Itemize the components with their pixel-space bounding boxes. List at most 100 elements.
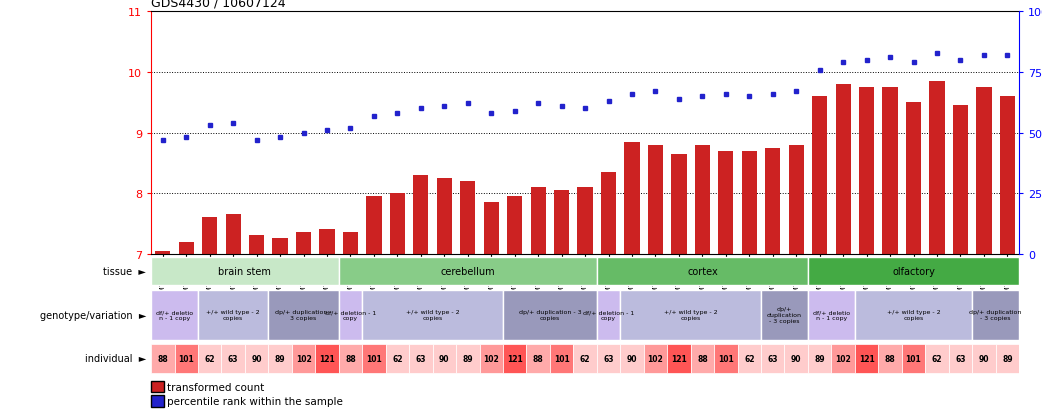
Text: tissue  ►: tissue ►: [103, 266, 146, 277]
Text: df/+ deletio
n - 1 copy: df/+ deletio n - 1 copy: [813, 309, 850, 320]
Bar: [292, 344, 316, 373]
Text: 88: 88: [697, 354, 708, 363]
Bar: [648, 145, 663, 254]
Bar: [503, 344, 526, 373]
Text: 102: 102: [296, 354, 312, 363]
Bar: [785, 344, 808, 373]
Bar: [808, 257, 1019, 286]
Bar: [878, 344, 901, 373]
Text: 121: 121: [859, 354, 874, 363]
Text: 63: 63: [228, 354, 239, 363]
Bar: [854, 290, 972, 339]
Text: 101: 101: [553, 354, 570, 363]
Bar: [479, 344, 503, 373]
Bar: [691, 344, 714, 373]
Bar: [507, 197, 522, 254]
Text: 62: 62: [744, 354, 754, 363]
Bar: [671, 154, 687, 254]
Text: brain stem: brain stem: [219, 266, 271, 277]
Text: cerebellum: cerebellum: [441, 266, 495, 277]
Bar: [245, 344, 269, 373]
Text: df/+ deletion - 1
copy: df/+ deletion - 1 copy: [582, 309, 635, 320]
Bar: [999, 97, 1015, 254]
Text: 90: 90: [251, 354, 262, 363]
Bar: [339, 344, 363, 373]
Bar: [808, 344, 832, 373]
Text: +/+ wild type - 2
copies: +/+ wild type - 2 copies: [887, 309, 940, 320]
Bar: [386, 344, 410, 373]
Text: 62: 62: [932, 354, 942, 363]
Bar: [151, 290, 198, 339]
Text: transformed count: transformed count: [167, 382, 264, 392]
Bar: [320, 230, 334, 254]
Text: 102: 102: [836, 354, 851, 363]
Text: olfactory: olfactory: [892, 266, 935, 277]
Text: 63: 63: [768, 354, 778, 363]
Text: genotype/variation  ►: genotype/variation ►: [40, 310, 146, 320]
Bar: [789, 145, 803, 254]
Text: df/+ deletion - 1
copy: df/+ deletion - 1 copy: [325, 309, 376, 320]
Text: cortex: cortex: [687, 266, 718, 277]
Bar: [155, 251, 171, 254]
Bar: [526, 344, 550, 373]
Text: 101: 101: [178, 354, 194, 363]
Bar: [952, 106, 968, 254]
Bar: [530, 188, 546, 254]
Bar: [972, 344, 995, 373]
Bar: [808, 290, 854, 339]
Text: +/+ wild type - 2
copies: +/+ wild type - 2 copies: [206, 309, 260, 320]
Bar: [296, 233, 312, 254]
Bar: [761, 344, 785, 373]
Text: 62: 62: [204, 354, 215, 363]
Text: 88: 88: [532, 354, 544, 363]
Bar: [620, 290, 761, 339]
Bar: [995, 344, 1019, 373]
Bar: [597, 257, 808, 286]
Bar: [597, 290, 620, 339]
Bar: [202, 218, 218, 254]
Bar: [456, 344, 479, 373]
Text: 101: 101: [905, 354, 921, 363]
Bar: [854, 344, 878, 373]
Text: 121: 121: [506, 354, 523, 363]
Bar: [883, 88, 897, 254]
Text: dp/+ duplication -
3 copies: dp/+ duplication - 3 copies: [275, 309, 332, 320]
Bar: [573, 344, 597, 373]
Text: 88: 88: [885, 354, 895, 363]
Bar: [718, 151, 734, 254]
Bar: [414, 176, 428, 254]
Bar: [363, 344, 386, 373]
Text: dp/+ duplication - 3
copies: dp/+ duplication - 3 copies: [519, 309, 581, 320]
Bar: [367, 197, 381, 254]
Bar: [483, 203, 499, 254]
Bar: [742, 151, 756, 254]
Text: 90: 90: [978, 354, 989, 363]
Text: 90: 90: [626, 354, 638, 363]
Bar: [363, 290, 503, 339]
Bar: [620, 344, 644, 373]
Bar: [761, 290, 808, 339]
Bar: [901, 344, 925, 373]
Bar: [249, 236, 265, 254]
Bar: [343, 233, 358, 254]
Bar: [644, 344, 667, 373]
Text: 89: 89: [1002, 354, 1013, 363]
Bar: [178, 242, 194, 254]
Bar: [738, 344, 761, 373]
Bar: [667, 344, 691, 373]
Text: 63: 63: [603, 354, 614, 363]
Bar: [339, 290, 363, 339]
Bar: [550, 344, 573, 373]
Bar: [225, 215, 241, 254]
Text: 102: 102: [483, 354, 499, 363]
Text: df/+ deletio
n - 1 copy: df/+ deletio n - 1 copy: [156, 309, 193, 320]
Text: 121: 121: [671, 354, 687, 363]
Bar: [273, 239, 288, 254]
Bar: [925, 344, 948, 373]
Text: 63: 63: [416, 354, 426, 363]
Bar: [972, 290, 1019, 339]
Bar: [624, 142, 640, 254]
Text: 121: 121: [319, 354, 334, 363]
Bar: [410, 344, 432, 373]
Bar: [597, 344, 620, 373]
